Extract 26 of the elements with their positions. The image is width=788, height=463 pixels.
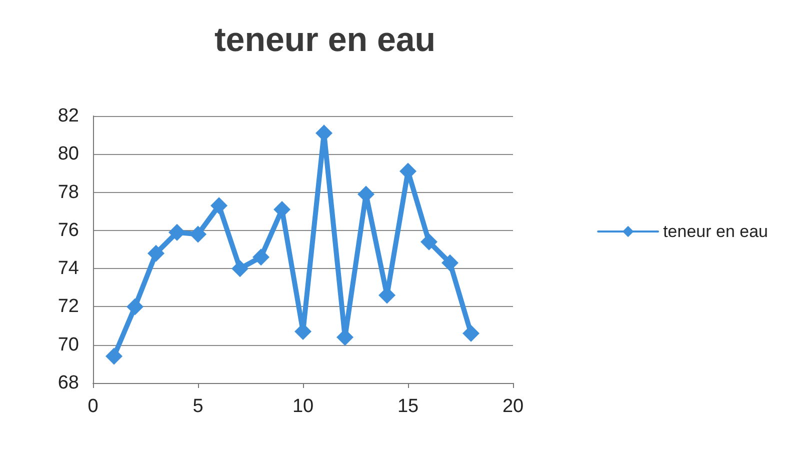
y-tick-label: 78 xyxy=(58,182,79,203)
x-tick-label: 5 xyxy=(192,396,204,417)
point xyxy=(232,260,248,278)
point xyxy=(252,248,270,266)
chart-title: teneur en eau xyxy=(214,21,436,59)
y-tick-label: 68 xyxy=(58,372,79,394)
point xyxy=(126,298,144,316)
y-tick-label: 82 xyxy=(58,106,79,126)
point xyxy=(442,254,458,272)
point xyxy=(168,224,186,241)
point xyxy=(190,226,206,243)
y-tick-label: 72 xyxy=(58,296,79,318)
x-tick-label: 10 xyxy=(292,396,314,417)
point xyxy=(148,244,164,262)
point xyxy=(106,348,122,365)
x-tick-label: 0 xyxy=(88,396,98,417)
point xyxy=(420,233,438,250)
y-tick-label: 70 xyxy=(58,334,79,356)
x-tick-label: 20 xyxy=(502,396,524,417)
y-tick-label: 76 xyxy=(58,220,79,241)
y-tick-label: 74 xyxy=(58,258,80,280)
legend-label: teneur en eau xyxy=(663,222,768,241)
point xyxy=(462,324,480,342)
point xyxy=(210,197,228,214)
x-tick-label: 15 xyxy=(397,396,419,417)
y-tick-label: 80 xyxy=(58,144,79,165)
